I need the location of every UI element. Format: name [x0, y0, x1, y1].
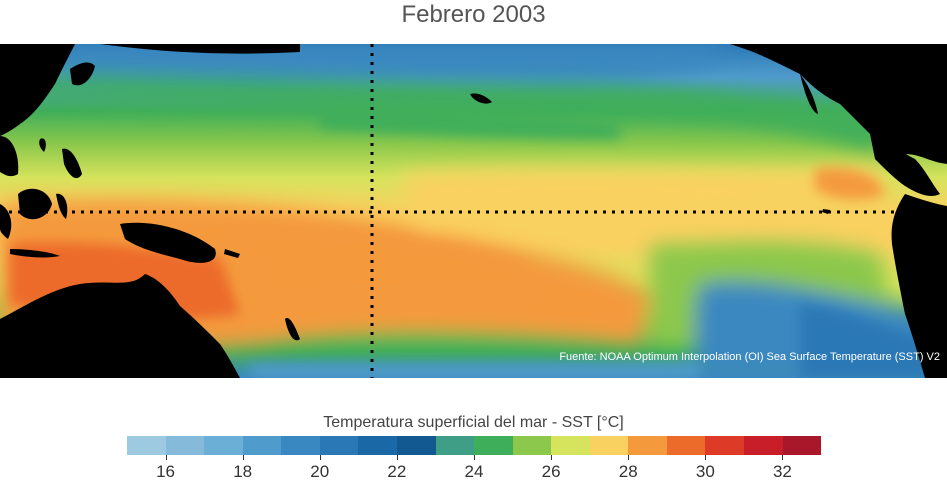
solomon-islands — [224, 249, 240, 258]
asia-landmass — [0, 44, 75, 136]
australia-continent — [0, 274, 240, 378]
map-title: Febrero 2003 — [401, 1, 546, 28]
sst-band-eastern-yellow — [400, 169, 880, 234]
colorbar-ticks: 16 18 20 22 24 26 28 30 32 — [127, 455, 821, 481]
colorbar-cell — [474, 436, 513, 455]
colorbar-cell — [165, 436, 205, 455]
colorbar-tick — [396, 455, 398, 460]
colorbar-cell — [551, 436, 590, 455]
colorbar-cell — [435, 436, 475, 455]
java-island — [10, 249, 60, 258]
colorbar-tick-label: 20 — [310, 462, 330, 481]
cuba-island — [880, 103, 935, 115]
colorbar-title: Temperatura superficial del mar - SST [°… — [323, 414, 624, 431]
borneo-island — [18, 188, 52, 220]
colorbar-cell — [127, 436, 166, 455]
indochina-landmass — [0, 136, 19, 177]
colorbar-cell — [281, 436, 320, 455]
sst-band-warm-mid — [240, 224, 540, 304]
colorbar-tick — [551, 455, 553, 460]
colorbar-cell — [512, 436, 552, 455]
colorbar-cell — [705, 436, 744, 455]
colorbar-tick — [705, 455, 707, 460]
colorbar-cell — [589, 436, 629, 455]
colorbar-tick — [782, 455, 784, 460]
sst-band-far-south-blue — [250, 364, 700, 378]
colorbar-cell — [396, 436, 436, 455]
colorbar-tick-label: 26 — [541, 462, 561, 481]
taiwan-island — [39, 138, 46, 152]
colorbar-tick-label: 30 — [695, 462, 715, 481]
colorbar-tick-label: 22 — [387, 462, 407, 481]
sst-band-chile-blue — [800, 304, 947, 378]
colorbar-tick — [165, 455, 167, 460]
sst-band-hawaii-green — [320, 104, 620, 139]
colorbar-tick-label: 18 — [233, 462, 253, 481]
new-zealand-island — [285, 318, 300, 341]
aleutian-islands — [100, 44, 300, 54]
colorbar-cell — [666, 436, 706, 455]
colorbar-cell — [782, 436, 822, 455]
colorbar-cell — [744, 436, 783, 455]
colorbar-tick — [319, 455, 321, 460]
colorbar-tick-label: 32 — [772, 462, 792, 481]
sst-band-panama-warm — [815, 167, 885, 200]
colorbar — [127, 436, 822, 456]
colorbar-cell — [204, 436, 243, 455]
north-america-landmass — [730, 44, 947, 164]
colorbar-tick — [474, 455, 475, 460]
colorbar-tick-label: 24 — [464, 462, 484, 481]
source-attribution: Fuente: NOAA Optimum Interpolation (OI) … — [559, 351, 940, 363]
colorbar-cell — [628, 436, 667, 455]
baja-california — [800, 74, 818, 114]
central-america-landmass — [870, 134, 940, 197]
philippines-island — [62, 148, 82, 179]
south-america-landmass — [891, 194, 947, 378]
japan-island — [70, 62, 95, 86]
hawaii-islands — [470, 93, 492, 104]
colorbar-cell — [319, 436, 359, 455]
new-guinea-island — [120, 222, 216, 263]
land-masses — [0, 44, 947, 378]
sst-band-north-green — [0, 74, 880, 154]
colorbar-tick-label: 16 — [156, 462, 175, 481]
colorbar-tick — [628, 455, 630, 460]
colorbar-cell — [358, 436, 397, 455]
sst-map: Fuente: NOAA Optimum Interpolation (OI) … — [0, 44, 947, 378]
colorbar-tick — [242, 455, 244, 460]
colorbar-tick-label: 28 — [618, 462, 638, 481]
colorbar-cell — [242, 436, 282, 455]
